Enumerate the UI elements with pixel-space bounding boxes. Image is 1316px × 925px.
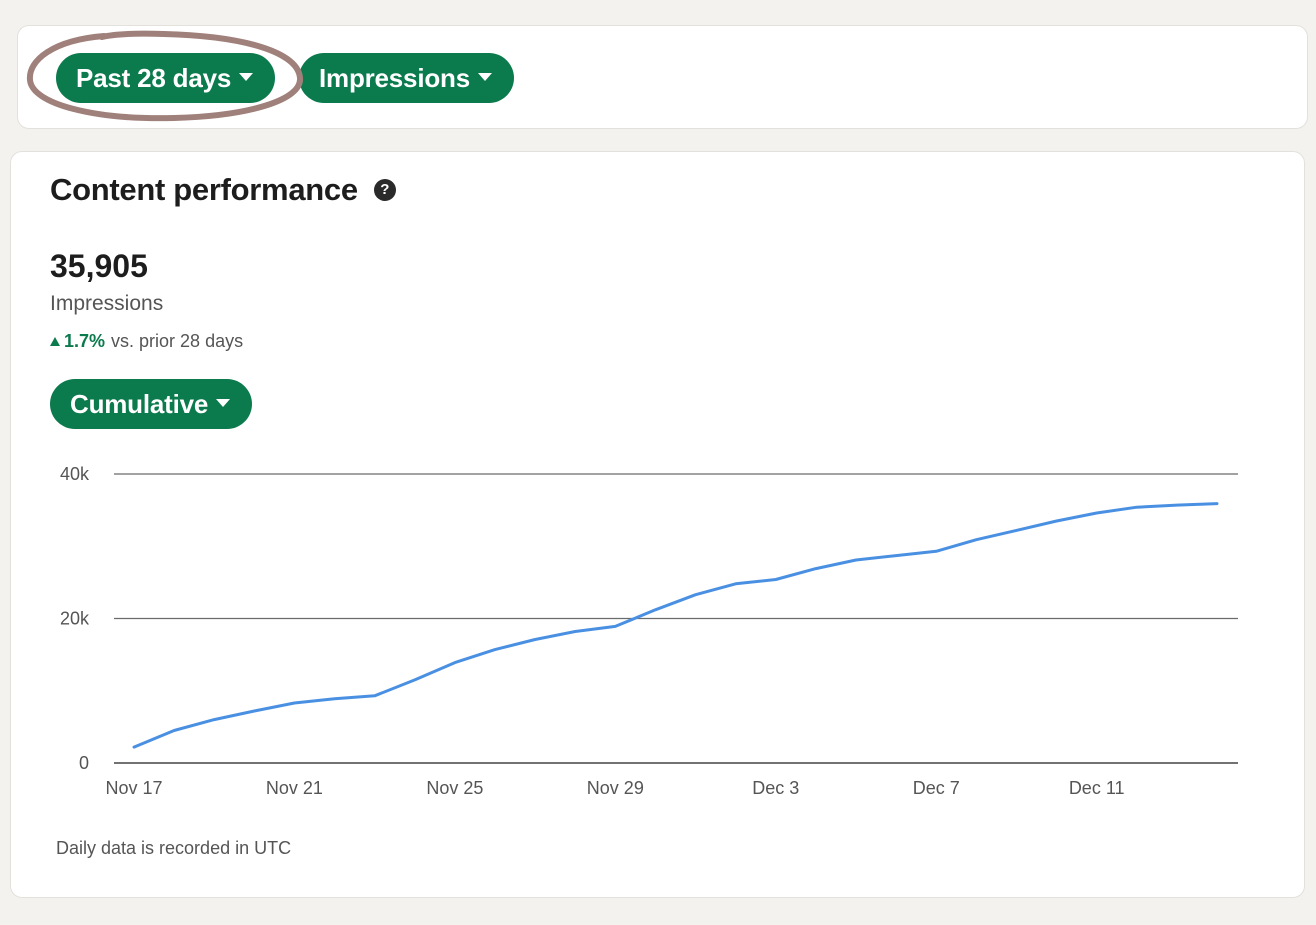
x-tick-label: Dec 11 — [1069, 778, 1125, 798]
caret-down-icon — [216, 399, 231, 408]
y-tick-label: 40k — [60, 464, 90, 484]
card-title: Content performance — [50, 172, 358, 207]
x-tick-label: Dec 7 — [913, 778, 960, 798]
metric-label: Impressions — [50, 292, 164, 315]
y-tick-label: 20k — [60, 609, 90, 629]
card-header: Content performance ? — [50, 172, 396, 208]
cumulative-dropdown[interactable]: Cumulative — [50, 379, 253, 429]
cumulative-dropdown-label: Cumulative — [70, 389, 209, 419]
period-dropdown[interactable]: Past 28 days — [56, 53, 276, 103]
x-tick-label: Nov 17 — [105, 778, 162, 798]
change-percent: 1.7% — [64, 331, 106, 351]
change-comparison-text: vs. prior 28 days — [111, 331, 244, 351]
impressions-line-chart: 0 20k 40k Nov 17 Nov 21 Nov 25 Nov 29 Dec 3 Dec … — [60, 464, 1238, 798]
impressions-series-line — [132, 502, 1219, 749]
y-tick-label: 0 — [79, 753, 89, 773]
x-tick-label: Nov 29 — [587, 778, 644, 798]
total-impressions-value: 35,905 — [50, 248, 148, 284]
caret-down-icon — [477, 73, 492, 82]
caret-down-icon — [239, 73, 254, 82]
x-tick-label: Dec 3 — [752, 778, 799, 798]
metric-dropdown[interactable]: Impressions — [299, 53, 514, 103]
change-indicator: 1.7% vs. prior 28 days — [50, 331, 243, 352]
metric-dropdown-label: Impressions — [319, 63, 470, 93]
period-dropdown-label: Past 28 days — [76, 63, 232, 93]
triangle-up-icon — [50, 337, 60, 346]
x-tick-label: Nov 25 — [426, 778, 483, 798]
x-tick-label: Nov 21 — [266, 778, 323, 798]
utc-footnote: Daily data is recorded in UTC — [56, 838, 292, 858]
help-icon[interactable]: ? — [373, 179, 396, 201]
content-performance-card: Content performance ? 35,905 Impressions… — [10, 151, 1305, 898]
